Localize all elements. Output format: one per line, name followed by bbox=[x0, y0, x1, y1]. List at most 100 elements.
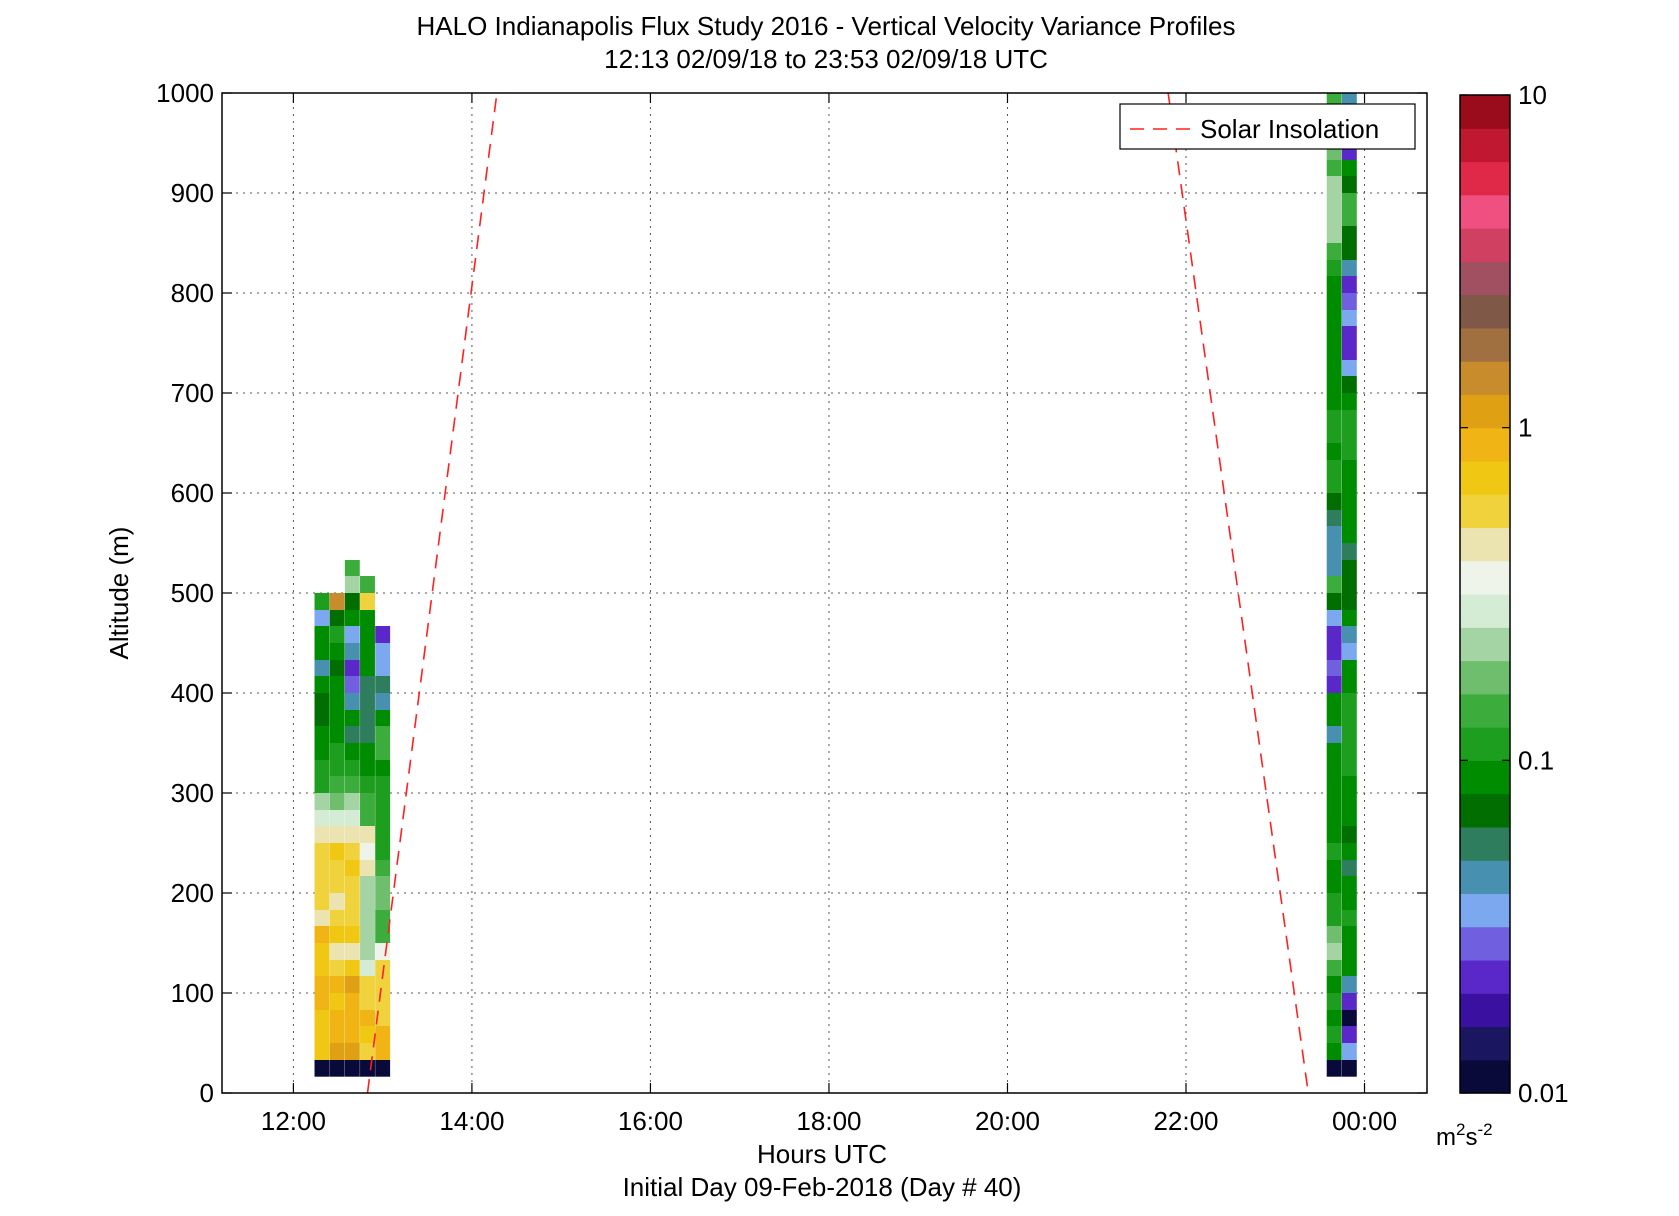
heatmap-cell-s1-c0-r0 bbox=[1326, 1060, 1342, 1077]
heatmap-cell-s1-c1-r36 bbox=[1341, 460, 1357, 476]
heatmap-cell-s0-c4-r3 bbox=[375, 1010, 391, 1026]
heatmap-cell-s1-c1-r6 bbox=[1341, 960, 1357, 976]
heatmap-cell-s1-c1-r8 bbox=[1341, 926, 1357, 943]
colorbar-step-17 bbox=[1460, 494, 1510, 529]
y-tick-label-5: 500 bbox=[171, 578, 214, 608]
heatmap-cell-s1-c1-r28 bbox=[1341, 593, 1357, 610]
x-tick-label-0: 12:00 bbox=[261, 1106, 326, 1136]
heatmap-cell-s0-c2-r10 bbox=[344, 893, 360, 910]
heatmap-cell-s0-c3-r10 bbox=[360, 893, 375, 910]
heatmap-cell-s1-c1-r49 bbox=[1341, 243, 1357, 260]
heatmap-cell-s1-c1-r12 bbox=[1341, 860, 1357, 876]
heatmap-cell-s0-c1-r24 bbox=[329, 660, 345, 676]
colorbar-step-21 bbox=[1460, 361, 1510, 395]
heatmap-cell-s1-c1-r33 bbox=[1341, 510, 1357, 526]
heatmap-cell-s1-c1-r11 bbox=[1341, 876, 1357, 893]
heatmap-cell-s1-c1-r43 bbox=[1341, 343, 1357, 360]
heatmap-cell-s1-c0-r19 bbox=[1326, 743, 1342, 760]
heatmap-cell-s0-c4-r26 bbox=[375, 626, 391, 643]
heatmap-cell-s0-c0-r8 bbox=[314, 926, 330, 943]
heatmap-cell-s1-c0-r2 bbox=[1326, 1026, 1342, 1043]
heatmap-cell-s0-c4-r6 bbox=[375, 960, 391, 976]
heatmap-cell-s0-c4-r16 bbox=[375, 793, 391, 810]
heatmap-cell-s0-c2-r27 bbox=[344, 610, 360, 626]
x-tick-label-4: 20:00 bbox=[975, 1106, 1040, 1136]
heatmap-cell-s0-c1-r6 bbox=[329, 960, 345, 976]
heatmap-cell-s0-c0-r2 bbox=[314, 1026, 330, 1043]
heatmap-cell-s0-c3-r22 bbox=[360, 693, 375, 710]
heatmap-cell-s0-c4-r25 bbox=[375, 643, 391, 660]
colorbar-tick-label-1: 0.1 bbox=[1518, 745, 1554, 775]
heatmap-cell-s1-c1-r2 bbox=[1341, 1026, 1357, 1043]
heatmap-cell-s0-c3-r28 bbox=[360, 593, 375, 610]
heatmap-cell-s1-c0-r33 bbox=[1326, 510, 1342, 526]
heatmap-cell-s0-c0-r17 bbox=[314, 776, 330, 793]
heatmap-cell-s0-c3-r9 bbox=[360, 910, 375, 926]
colorbar-step-5 bbox=[1460, 893, 1510, 928]
heatmap-cell-s0-c1-r28 bbox=[329, 593, 345, 610]
heatmap-cell-s0-c1-r14 bbox=[329, 826, 345, 843]
heatmap-cell-s1-c1-r20 bbox=[1341, 726, 1357, 743]
heatmap-cell-s0-c0-r27 bbox=[314, 610, 330, 626]
heatmap-cell-s0-c1-r3 bbox=[329, 1010, 345, 1026]
colorbar-tick-label-3: 10 bbox=[1518, 80, 1547, 110]
heatmap-cell-s1-c1-r14 bbox=[1341, 826, 1357, 843]
chart-subtitle: 12:13 02/09/18 to 23:53 02/09/18 UTC bbox=[604, 44, 1048, 74]
heatmap-cell-s1-c0-r4 bbox=[1326, 993, 1342, 1010]
colorbar-ticks: 0.01 0.1 1 10 bbox=[1460, 80, 1569, 1108]
heatmap-cell-s0-c2-r8 bbox=[344, 926, 360, 943]
heatmap-cell-s1-c1-r24 bbox=[1341, 660, 1357, 676]
heatmap-cell-s0-c2-r26 bbox=[344, 626, 360, 643]
heatmap-cell-s0-c0-r9 bbox=[314, 910, 330, 926]
heatmap-cell-s1-c0-r16 bbox=[1326, 793, 1342, 810]
heatmap-cell-s1-c0-r54 bbox=[1326, 160, 1342, 176]
heatmap-cell-s0-c2-r30 bbox=[344, 560, 360, 576]
heatmap-cell-s1-c0-r6 bbox=[1326, 960, 1342, 976]
heatmap-cell-s1-c1-r18 bbox=[1341, 760, 1357, 776]
heatmap-cell-s1-c1-r41 bbox=[1341, 376, 1357, 393]
legend[interactable]: Solar Insolation bbox=[1119, 103, 1416, 150]
heatmap-cell-s1-c1-r22 bbox=[1341, 693, 1357, 710]
heatmap-cell-s0-c2-r6 bbox=[344, 960, 360, 976]
heatmap-cell-s0-c4-r14 bbox=[375, 826, 391, 843]
heatmap-cell-s0-c0-r3 bbox=[314, 1010, 330, 1026]
heatmap-cell-s0-c3-r5 bbox=[360, 976, 375, 993]
colorbar-step-14 bbox=[1460, 594, 1510, 628]
heatmap-cell-s1-c1-r4 bbox=[1341, 993, 1357, 1010]
heatmap-cells bbox=[314, 93, 1357, 1077]
heatmap-cell-s0-c1-r16 bbox=[329, 793, 345, 810]
heatmap-cell-s0-c1-r25 bbox=[329, 643, 345, 660]
x-axis-label: Hours UTC bbox=[757, 1139, 887, 1169]
heatmap-cell-s1-c0-r46 bbox=[1326, 293, 1342, 310]
heatmap-cell-s0-c1-r5 bbox=[329, 976, 345, 993]
heatmap-cell-s0-c3-r16 bbox=[360, 793, 375, 810]
heatmap-cell-s1-c0-r15 bbox=[1326, 810, 1342, 826]
colorbar-step-6 bbox=[1460, 860, 1510, 894]
colorbar-step-4 bbox=[1460, 926, 1510, 961]
heatmap-cell-s0-c4-r1 bbox=[375, 1043, 391, 1060]
heatmap-cell-s0-c2-r12 bbox=[344, 860, 360, 876]
tick-marks bbox=[222, 92, 1427, 1094]
heatmap-cell-s1-c0-r21 bbox=[1326, 710, 1342, 726]
heatmap-cell-s0-c2-r17 bbox=[344, 776, 360, 793]
heatmap-cell-s1-c0-r10 bbox=[1326, 893, 1342, 910]
x-axis: 12:00 14:00 16:00 18:00 20:00 22:00 00:00 bbox=[261, 1106, 1397, 1136]
heatmap-cell-s1-c1-r44 bbox=[1341, 326, 1357, 343]
chart-title: HALO Indianapolis Flux Study 2016 - Vert… bbox=[417, 11, 1236, 41]
colorbar-step-15 bbox=[1460, 560, 1510, 595]
heatmap-cell-s0-c4-r18 bbox=[375, 760, 391, 776]
heatmap-cell-s0-c3-r21 bbox=[360, 710, 375, 726]
colorbar-step-1 bbox=[1460, 1026, 1510, 1061]
heatmap-cell-s1-c1-r25 bbox=[1341, 643, 1357, 660]
heatmap-cell-s1-c0-r38 bbox=[1326, 426, 1342, 443]
heatmap-cell-s1-c1-r34 bbox=[1341, 493, 1357, 510]
heatmap-cell-s0-c3-r6 bbox=[360, 960, 375, 976]
colorbar-tick-label-2: 1 bbox=[1518, 413, 1532, 443]
heatmap-cell-s1-c1-r21 bbox=[1341, 710, 1357, 726]
heatmap-cell-s1-c0-r52 bbox=[1326, 193, 1342, 210]
colorbar-step-19 bbox=[1460, 427, 1510, 462]
x-tick-label-5: 22:00 bbox=[1153, 1106, 1218, 1136]
colorbar-unit-sup2: -2 bbox=[1477, 1120, 1492, 1139]
colorbar-step-28 bbox=[1460, 128, 1510, 163]
heatmap-cell-s0-c2-r7 bbox=[344, 943, 360, 960]
